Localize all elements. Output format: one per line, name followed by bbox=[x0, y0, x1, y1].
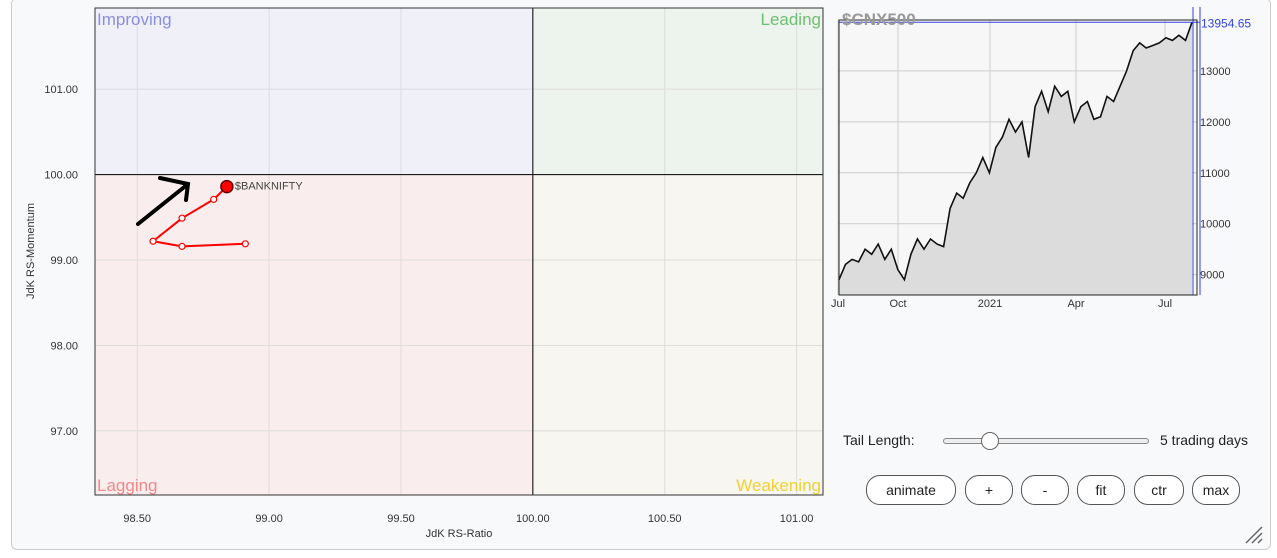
last-value-label: 13954.65 bbox=[1201, 16, 1251, 30]
quadrant-leading bbox=[532, 8, 823, 175]
tail-point bbox=[178, 242, 186, 250]
x-tick-label: Jul bbox=[1158, 298, 1172, 310]
y-tick-label: 99.00 bbox=[50, 255, 78, 267]
zoom-out-button[interactable]: - bbox=[1021, 475, 1069, 505]
slider-track bbox=[943, 438, 1149, 444]
y-tick-label: 9000 bbox=[1200, 270, 1224, 282]
max-button[interactable]: max bbox=[1192, 475, 1240, 505]
x-tick-label: 99.50 bbox=[387, 513, 415, 525]
tail-point bbox=[178, 214, 186, 222]
resize-handle-icon[interactable] bbox=[1244, 525, 1264, 545]
quadrant-label-weakening: Weakening bbox=[736, 476, 821, 495]
price-area bbox=[839, 22, 1192, 296]
y-tick-label: 98.00 bbox=[50, 340, 78, 352]
tail-point bbox=[210, 195, 218, 203]
plot-border bbox=[94, 7, 824, 496]
x-tick-label: 99.00 bbox=[255, 513, 283, 525]
zoom-in-button[interactable]: + bbox=[965, 475, 1013, 505]
y-tick-label: 100.00 bbox=[44, 170, 78, 182]
center-button[interactable]: ctr bbox=[1134, 475, 1184, 505]
y-tick-label: 97.00 bbox=[50, 426, 78, 438]
plot-border bbox=[838, 19, 1198, 296]
chart-title: $CNX500 bbox=[842, 10, 916, 29]
tail-length-value: 5 trading days bbox=[1160, 432, 1248, 448]
quadrant-label-lagging: Lagging bbox=[97, 476, 158, 495]
x-tick-label: Jul bbox=[831, 298, 845, 310]
head-point bbox=[220, 179, 234, 194]
x-tick-label: Apr bbox=[1067, 298, 1084, 310]
x-tick-label: 100.50 bbox=[648, 513, 682, 525]
y-tick-label: 101.00 bbox=[44, 84, 78, 96]
y-tick-label: 10000 bbox=[1200, 219, 1231, 231]
rrg-chart: 98.50 99.00 99.50 100.00 100.50 101.00 97.00 98… bbox=[25, 7, 824, 540]
slider-thumb[interactable] bbox=[981, 432, 999, 450]
x-tick-label: 100.00 bbox=[516, 513, 550, 525]
tail-point bbox=[241, 240, 249, 248]
animate-button[interactable]: animate bbox=[866, 475, 956, 505]
tail-length-label: Tail Length: bbox=[843, 432, 915, 448]
price-line bbox=[838, 22, 1193, 282]
quadrant-improving bbox=[95, 8, 533, 175]
quadrant-label-improving: Improving bbox=[97, 10, 172, 29]
fit-button[interactable]: fit bbox=[1077, 475, 1125, 505]
price-chart: Jul Oct 2021 Apr Jul 9000 10000 11000 12000 13000… bbox=[831, 7, 1251, 310]
quadrant-label-leading: Leading bbox=[760, 10, 821, 29]
annotation-arrow-icon bbox=[136, 176, 191, 226]
quadrant-lagging bbox=[95, 174, 533, 495]
tail-point bbox=[149, 237, 157, 245]
y-tick-label: 13000 bbox=[1200, 66, 1231, 78]
x-tick-label: 2021 bbox=[978, 298, 1002, 310]
tail-length-slider[interactable] bbox=[943, 432, 1149, 450]
y-axis-label: JdK RS-Momentum bbox=[25, 203, 37, 299]
series-label: $BANKNIFTY bbox=[235, 181, 304, 193]
y-tick-label: 12000 bbox=[1200, 117, 1231, 129]
x-tick-label: Oct bbox=[889, 298, 906, 310]
x-axis-label: JdK RS-Ratio bbox=[426, 528, 493, 540]
x-tick-label: 101.00 bbox=[780, 513, 814, 525]
y-tick-label: 11000 bbox=[1200, 168, 1230, 180]
x-tick-label: 98.50 bbox=[123, 513, 151, 525]
quadrant-weakening bbox=[532, 174, 823, 495]
